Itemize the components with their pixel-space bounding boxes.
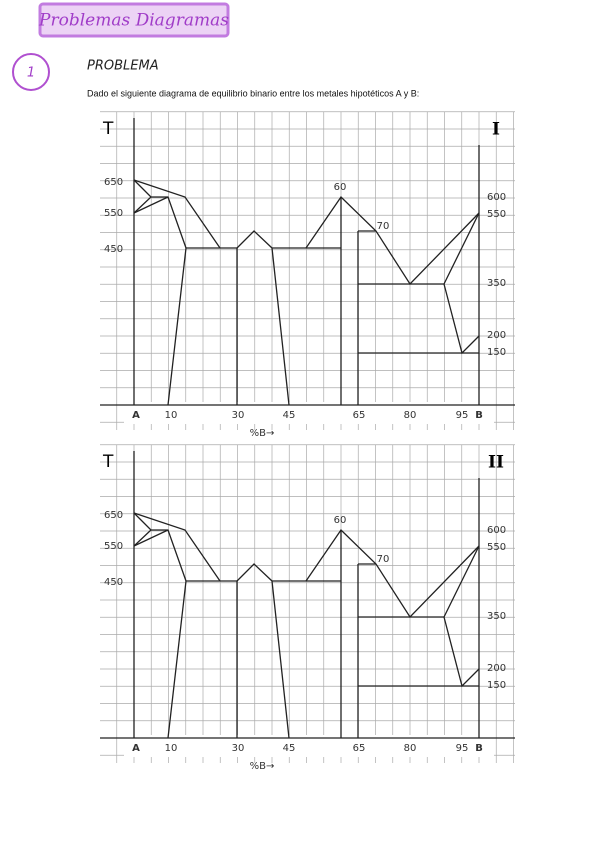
temperature-label: 550 [104, 541, 123, 552]
temperature-label: 650 [104, 177, 123, 188]
header-title: Problemas Diagramas [38, 11, 229, 31]
x-label: A [132, 410, 140, 421]
x-label: 80 [404, 743, 417, 754]
x-label: 45 [283, 410, 296, 421]
temperature-label: 150 [487, 347, 506, 358]
temperature-label: 200 [487, 330, 506, 341]
phase-line [271, 247, 290, 406]
x-label: A [132, 743, 140, 754]
x-label: 10 [165, 743, 178, 754]
x-label: 30 [232, 410, 245, 421]
problem-number: 1 [27, 66, 35, 81]
x-label: 95 [456, 743, 469, 754]
axis-label: T [102, 452, 114, 472]
temperature-label: 450 [104, 577, 123, 588]
phase-line [151, 529, 187, 739]
composition-label: 70 [377, 554, 390, 565]
phase-line [151, 196, 187, 406]
x-label: 65 [353, 743, 366, 754]
diagram-numeral: II [488, 453, 504, 473]
temperature-label: 350 [487, 611, 506, 622]
problem-title: PROBLEMA [87, 59, 159, 74]
composition-label: 60 [334, 182, 347, 193]
phase-line [133, 529, 169, 547]
x-label: 95 [456, 410, 469, 421]
temperature-label: 550 [487, 542, 506, 553]
x-label: 45 [283, 743, 296, 754]
axis-label: T [102, 119, 114, 139]
problem-badge [12, 53, 50, 91]
temperature-label: 450 [104, 244, 123, 255]
phase-diagram: T II 650 550 450 600 550 350 200 150 60 70 A 10 30 45 65… [100, 444, 515, 772]
phase-line [133, 179, 221, 249]
x-label: B [475, 743, 483, 754]
x-label: 30 [232, 743, 245, 754]
diagram-background [124, 402, 494, 424]
x-label: 65 [353, 410, 366, 421]
composition-label: 70 [377, 221, 390, 232]
phase-line [133, 512, 221, 582]
phase-line [271, 580, 290, 739]
temperature-label: 550 [487, 209, 506, 220]
problem-text: Dado el siguiente diagrama de equilibrio… [87, 88, 419, 98]
x-label: 80 [404, 410, 417, 421]
diagram-background [124, 735, 494, 757]
x-axis-label: %B→ [250, 761, 275, 772]
phase-line [236, 230, 273, 249]
temperature-label: 650 [104, 510, 123, 521]
temperature-label: 200 [487, 663, 506, 674]
phase-diagram: T I 650 550 450 600 550 350 200 150 60 70 A 10 30 45 65 8… [100, 111, 515, 439]
temperature-label: 350 [487, 278, 506, 289]
temperature-label: 600 [487, 525, 506, 536]
x-label: 10 [165, 410, 178, 421]
temperature-label: 600 [487, 192, 506, 203]
phase-line [236, 563, 273, 582]
header-box [38, 2, 230, 38]
x-axis-label: %B→ [250, 428, 275, 439]
x-label: B [475, 410, 483, 421]
phase-line [133, 196, 169, 214]
composition-label: 60 [334, 515, 347, 526]
diagram-numeral: I [492, 120, 500, 140]
temperature-label: 550 [104, 208, 123, 219]
temperature-label: 150 [487, 680, 506, 691]
